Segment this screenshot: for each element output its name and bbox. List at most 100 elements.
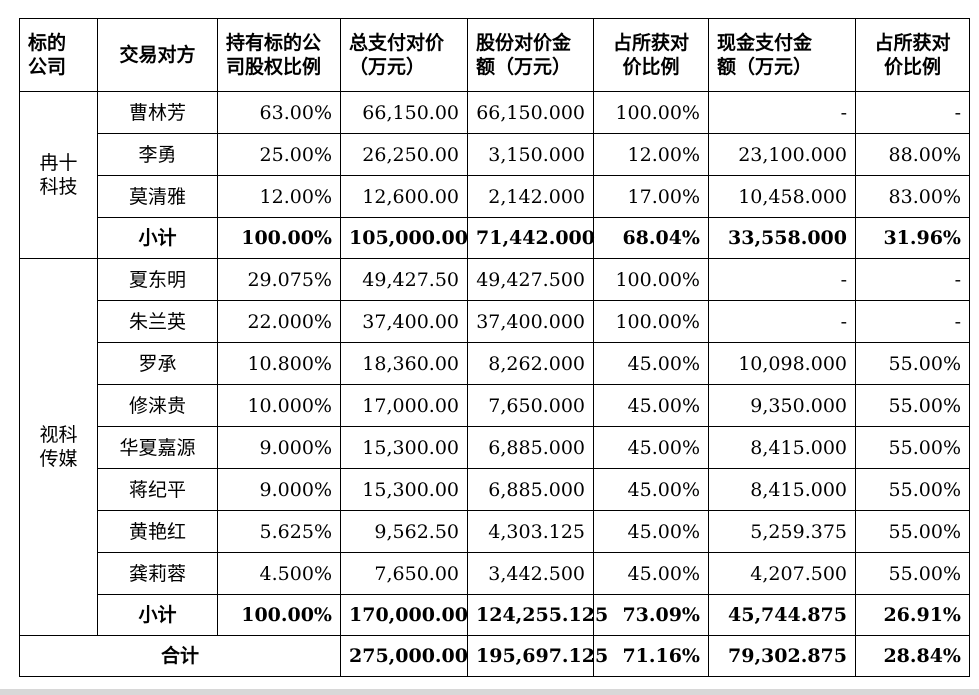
value-cell: 55.00% — [855, 426, 970, 469]
value-cell: - — [855, 258, 970, 301]
value-cell: 23,100.000 — [708, 133, 856, 176]
value-cell: 9,562.50 — [340, 510, 468, 553]
value-cell: 5,259.375 — [708, 510, 856, 553]
value-cell: 49,427.50 — [340, 258, 468, 301]
column-header: 股份对价金 额（万元） — [467, 18, 594, 92]
subtotal-value: 124,255.125 — [467, 594, 608, 636]
value-cell: 10.000% — [217, 384, 341, 427]
cell-text-line: 科技 — [39, 176, 78, 198]
value-cell: 37,400.00 — [340, 300, 468, 343]
value-cell: 29.075% — [217, 258, 341, 301]
counterparty-cell: 莫清雅 — [97, 175, 218, 218]
value-cell: 100.00% — [593, 300, 709, 343]
cell-text-line: 视科 — [39, 424, 78, 446]
cell-text-line: 价比例 — [883, 56, 941, 78]
value-cell: 18,360.00 — [340, 342, 468, 385]
cell-text-line: 司股权比例 — [226, 56, 322, 78]
value-cell: 4,303.125 — [467, 510, 594, 553]
value-cell: 45.00% — [593, 510, 709, 553]
value-cell: 45.00% — [593, 384, 709, 427]
table-row: 莫清雅 12.00% 12,600.00 2,142.000 17.00% 10,458.… — [20, 175, 970, 218]
value-cell: 45.00% — [593, 342, 709, 385]
value-cell: 55.00% — [855, 384, 970, 427]
total-label: 合计 — [19, 635, 341, 677]
total-value: 195,697.125 — [467, 635, 608, 677]
value-cell: 25.00% — [217, 133, 341, 176]
value-cell: 55.00% — [855, 552, 970, 595]
value-cell: 22.000% — [217, 300, 341, 343]
value-cell: 17,000.00 — [340, 384, 468, 427]
value-cell: 4.500% — [217, 552, 341, 595]
table-row: 蒋纪平 9.000% 15,300.00 6,885.000 45.00% 8,415.0… — [20, 468, 970, 511]
table-row: 龚莉蓉 4.500% 7,650.00 3,442.500 45.00% 4,207.50… — [20, 552, 970, 595]
cell-text-line: 股份对价金 — [476, 32, 572, 54]
value-cell: 9.000% — [217, 426, 341, 469]
value-cell: 10.800% — [217, 342, 341, 385]
column-header: 占所获对 价比例 — [855, 18, 970, 92]
value-cell: 100.00% — [593, 258, 709, 301]
cell-text-line: 冉十 — [39, 152, 78, 174]
cell-text-line: 公司 — [28, 56, 67, 78]
column-header: 占所获对 价比例 — [593, 18, 709, 92]
column-header: 交易对方 — [97, 18, 218, 92]
value-cell: 10,458.000 — [708, 175, 856, 218]
cell-text-line: 标的 — [28, 32, 67, 54]
cell-text-line: 占所获对 — [612, 32, 689, 54]
value-cell: 8,415.000 — [708, 468, 856, 511]
value-cell: 7,650.00 — [340, 552, 468, 595]
subtotal-row: 小计 100.00% 105,000.00 71,442.000 68.04% 33,55… — [20, 217, 970, 259]
value-cell: - — [708, 91, 856, 134]
subtotal-value: 73.09% — [593, 594, 709, 636]
column-header: 现金支付金 额（万元） — [708, 18, 856, 92]
subtotal-value: 105,000.00 — [340, 217, 468, 259]
subtotal-value: 33,558.000 — [708, 217, 856, 259]
value-cell: 83.00% — [855, 175, 970, 218]
value-cell: 88.00% — [855, 133, 970, 176]
value-cell: 15,300.00 — [340, 468, 468, 511]
subtotal-value: 100.00% — [217, 217, 341, 259]
subtotal-value: 100.00% — [217, 594, 341, 636]
table-row: 视科 传媒 夏东明 29.075% 49,427.50 49,427.500 100.00%… — [19, 258, 970, 636]
value-cell: 8,415.000 — [708, 426, 856, 469]
value-cell: 12.00% — [217, 175, 341, 218]
table-row: 朱兰英 22.000% 37,400.00 37,400.000 100.00% - - — [20, 300, 970, 343]
cell-text-line: 交易对方 — [119, 44, 196, 66]
value-cell: 66,150.00 — [340, 91, 468, 134]
value-cell: 9,350.000 — [708, 384, 856, 427]
value-cell: 6,885.000 — [467, 468, 594, 511]
value-cell: 3,150.000 — [467, 133, 594, 176]
subtotal-value: 68.04% — [593, 217, 709, 259]
value-cell: 2,142.000 — [467, 175, 594, 218]
cell-text-line: 价比例 — [622, 56, 680, 78]
target-company-cell: 视科 传媒 — [19, 258, 98, 636]
value-cell: 45.00% — [593, 552, 709, 595]
column-header: 总支付对价 （万元） — [340, 18, 468, 92]
table-row: 罗承 10.800% 18,360.00 8,262.000 45.00% 10,098.… — [20, 342, 970, 385]
subtotal-label: 小计 — [97, 594, 218, 636]
value-cell: 45.00% — [593, 426, 709, 469]
table-row: 冉十 科技 曹林芳 63.00% 66,150.00 66,150.000 100.00% -… — [19, 91, 970, 259]
value-cell: 5.625% — [217, 510, 341, 553]
cell-text-line: 额（万元） — [476, 56, 572, 78]
value-cell: 66,150.000 — [467, 91, 594, 134]
counterparty-cell: 夏东明 — [97, 258, 218, 301]
value-cell: 55.00% — [855, 342, 970, 385]
target-company-cell: 冉十 科技 — [19, 91, 98, 259]
value-cell: 15,300.00 — [340, 426, 468, 469]
value-cell: 7,650.000 — [467, 384, 594, 427]
value-cell: 9.000% — [217, 468, 341, 511]
value-cell: 100.00% — [593, 91, 709, 134]
total-value: 28.84% — [855, 635, 970, 677]
counterparty-cell: 修涞贵 — [97, 384, 218, 427]
value-cell: 10,098.000 — [708, 342, 856, 385]
subtotal-value: 71,442.000 — [467, 217, 595, 259]
subtotal-label: 小计 — [97, 217, 218, 259]
value-cell: - — [855, 91, 970, 134]
value-cell: 63.00% — [217, 91, 341, 134]
value-cell: 55.00% — [855, 468, 970, 511]
value-cell: 37,400.000 — [467, 300, 594, 343]
total-value: 71.16% — [593, 635, 709, 677]
cell-text-line: 现金支付金 — [717, 32, 813, 54]
value-cell: 55.00% — [855, 510, 970, 553]
counterparty-cell: 李勇 — [97, 133, 218, 176]
